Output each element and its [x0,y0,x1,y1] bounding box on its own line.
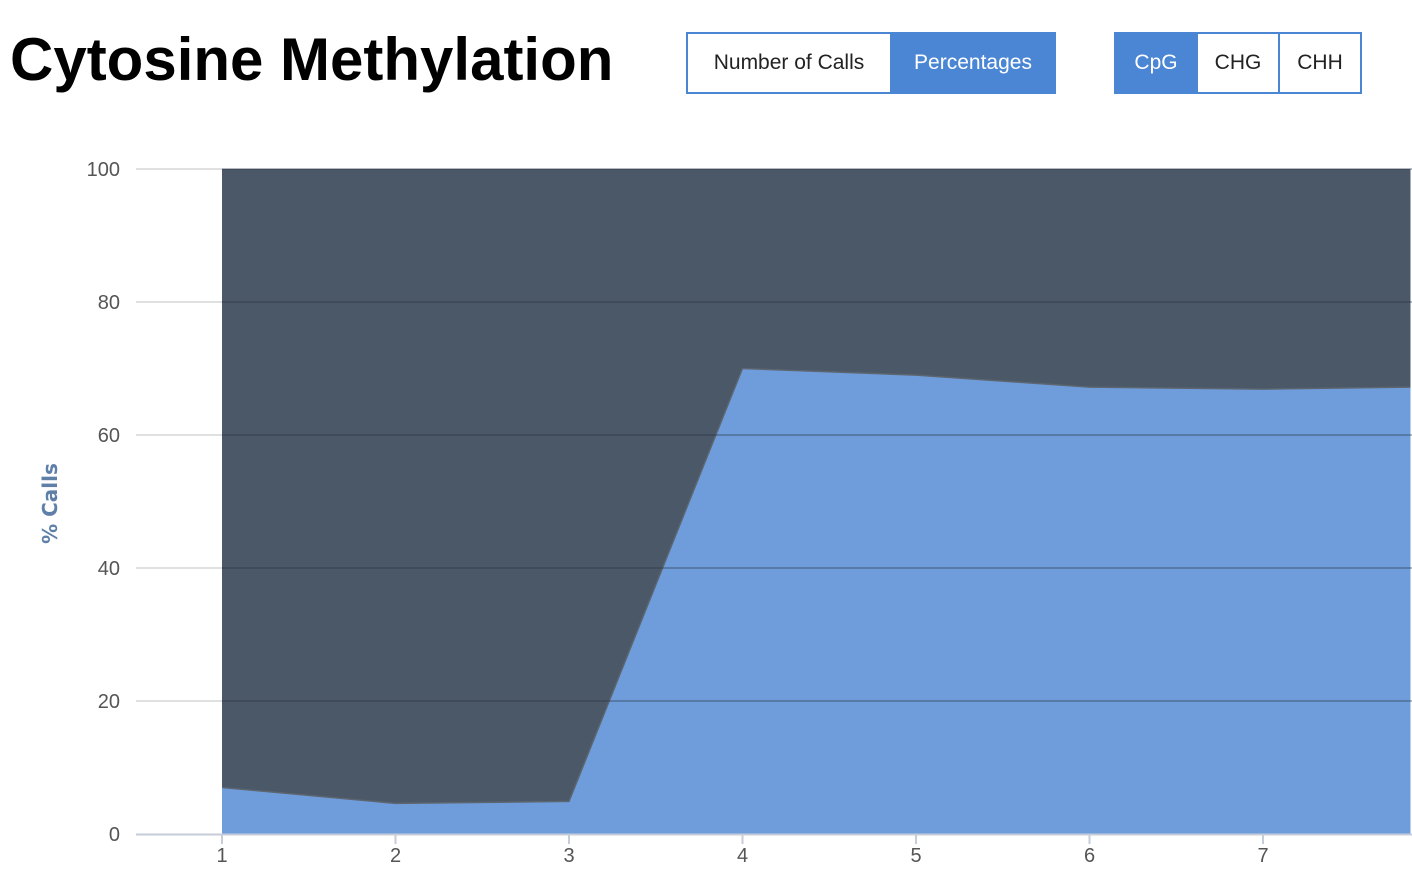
series-boundary-line [221,367,1411,805]
methylation-context-toggle: CpG CHG CHH [1114,32,1362,94]
x-tick-label: 7 [1257,845,1268,867]
y-tick-label: 80 [98,292,120,314]
y-axis-title: % Calls [38,463,62,544]
x-tick-label: 2 [390,845,401,867]
x-tick-label: 4 [737,845,748,867]
series-unmethylated-area [222,169,1411,804]
x-tick-label: 1 [216,845,227,867]
x-tick-label: 6 [1084,845,1095,867]
x-tick-label: 5 [910,845,921,867]
percentages-button[interactable]: Percentages [892,34,1054,92]
display-mode-toggle: Number of Calls Percentages [686,32,1056,94]
x-tick-label: 3 [563,845,574,867]
chh-button[interactable]: CHH [1280,34,1360,92]
page-title: Cytosine Methylation [10,26,614,93]
y-tick-label: 40 [98,558,120,580]
y-tick-label: 60 [98,425,120,447]
y-tick-label: 20 [98,691,120,713]
y-tick-label: 0 [109,824,120,846]
series-methylated-area [222,368,1411,834]
number-of-calls-button[interactable]: Number of Calls [688,34,892,92]
cpg-button[interactable]: CpG [1116,34,1198,92]
y-tick-label: 100 [87,159,120,181]
chg-button[interactable]: CHG [1198,34,1280,92]
